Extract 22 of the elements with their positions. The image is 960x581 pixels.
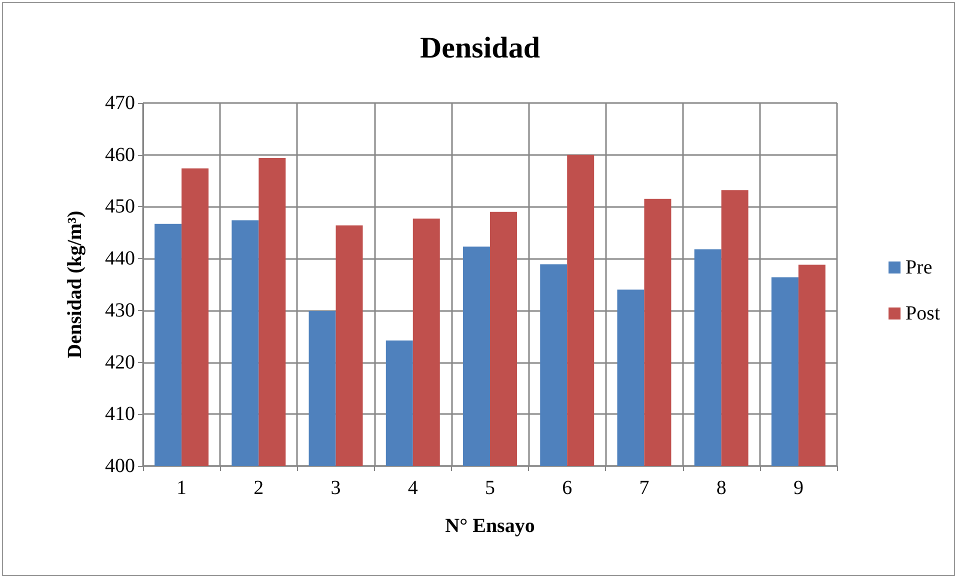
x-tick-label: 5 (485, 477, 495, 499)
y-axis-title: Densidad (kg/m³) (64, 210, 86, 358)
legend-label: Post (906, 302, 940, 324)
y-tick-label: 470 (105, 92, 135, 114)
y-tick-label: 400 (105, 455, 135, 477)
x-tick-label: 9 (793, 477, 804, 499)
y-tick-label: 460 (105, 144, 135, 166)
y-tick-label: 410 (105, 403, 135, 426)
chart-title: Densidad (420, 32, 540, 64)
x-tick-label: 8 (716, 477, 726, 499)
x-axis-title: N° Ensayo (445, 515, 535, 537)
y-tick-label: 450 (105, 196, 135, 218)
legend-label: Pre (906, 256, 932, 278)
x-tick-label: 2 (254, 477, 264, 499)
x-tick-label: 3 (330, 477, 341, 499)
x-tick-label: 4 (408, 477, 418, 499)
y-tick-label: 420 (105, 351, 135, 374)
y-tick-label: 430 (105, 299, 135, 322)
x-tick-label: 1 (176, 477, 187, 499)
y-tick-label: 440 (105, 248, 135, 270)
x-tick-label: 7 (639, 477, 650, 499)
x-tick-label: 6 (562, 477, 572, 499)
